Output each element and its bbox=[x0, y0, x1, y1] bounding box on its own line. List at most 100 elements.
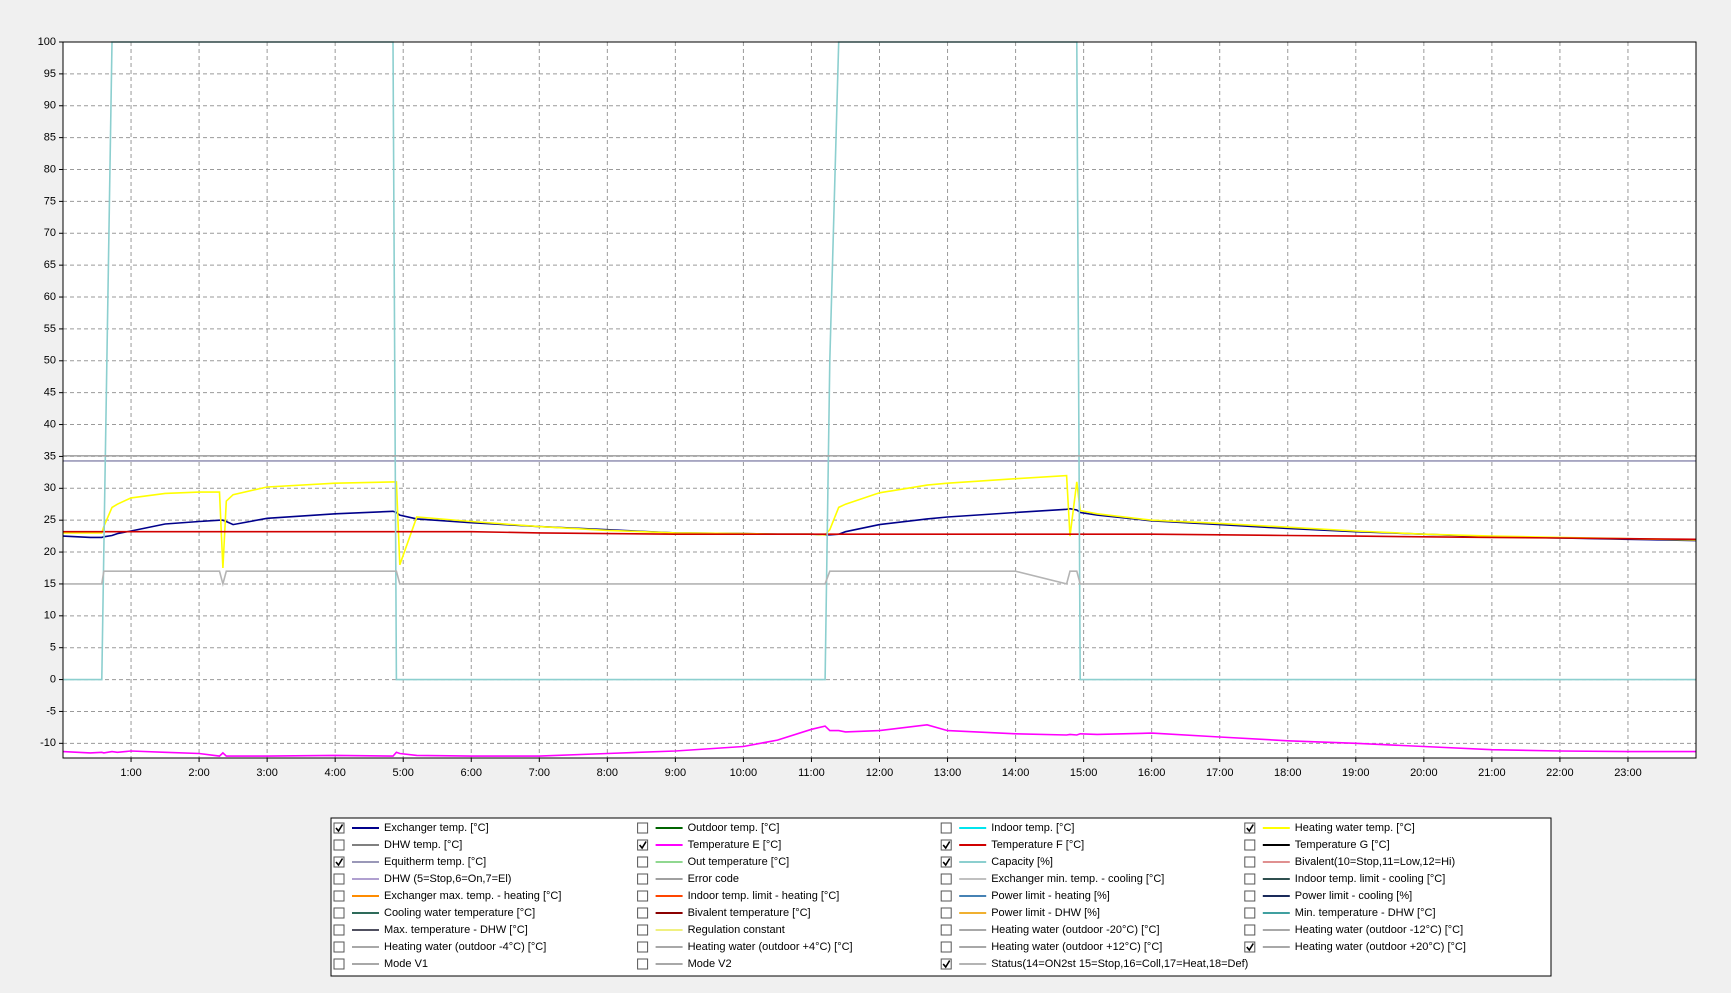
x-tick-label: 21:00 bbox=[1478, 767, 1506, 779]
x-tick-label: 6:00 bbox=[461, 767, 482, 779]
legend-item[interactable]: Heating water (outdoor -20°C) [°C] bbox=[940, 924, 1160, 936]
checkbox[interactable] bbox=[333, 839, 345, 851]
y-tick-label: 10 bbox=[44, 610, 56, 622]
checkbox[interactable] bbox=[637, 839, 649, 851]
legend-item[interactable]: Capacity [%] bbox=[940, 856, 1053, 868]
check-mark bbox=[335, 858, 344, 867]
legend-item[interactable]: Cooling water temperature [°C] bbox=[333, 907, 535, 919]
checkbox[interactable] bbox=[333, 873, 345, 885]
checkbox[interactable] bbox=[1244, 873, 1256, 885]
legend-item[interactable]: Heating water (outdoor +12°C) [°C] bbox=[940, 941, 1162, 953]
checkbox[interactable] bbox=[1244, 924, 1256, 936]
legend-item[interactable]: Regulation constant bbox=[637, 924, 785, 936]
legend-item[interactable]: Indoor temp. [°C] bbox=[940, 822, 1074, 834]
legend-item[interactable]: Temperature F [°C] bbox=[940, 839, 1084, 851]
x-tick-label: 1:00 bbox=[120, 767, 141, 779]
checkbox[interactable] bbox=[940, 907, 952, 919]
checkbox[interactable] bbox=[333, 924, 345, 936]
legend-item[interactable]: Heating water temp. [°C] bbox=[1244, 822, 1415, 834]
legend-item[interactable]: Outdoor temp. [°C] bbox=[637, 822, 780, 834]
legend-label: Temperature E [°C] bbox=[688, 839, 782, 851]
checkbox[interactable] bbox=[333, 958, 345, 970]
legend-item[interactable]: Heating water (outdoor -12°C) [°C] bbox=[1244, 924, 1463, 936]
legend-label: Error code bbox=[688, 873, 739, 885]
checkbox[interactable] bbox=[940, 822, 952, 834]
legend-item[interactable]: Min. temperature - DHW [°C] bbox=[1244, 907, 1436, 919]
y-tick-label: 90 bbox=[44, 100, 56, 112]
legend-label: Mode V2 bbox=[688, 958, 732, 970]
legend-item[interactable]: Exchanger temp. [°C] bbox=[333, 822, 489, 834]
checkbox[interactable] bbox=[333, 856, 345, 868]
y-tick-label: 30 bbox=[44, 482, 56, 494]
checkbox[interactable] bbox=[333, 822, 345, 834]
checkbox[interactable] bbox=[940, 890, 952, 902]
legend-item[interactable]: Exchanger min. temp. - cooling [°C] bbox=[940, 873, 1164, 885]
legend-item[interactable]: DHW (5=Stop,6=On,7=El) bbox=[333, 873, 511, 885]
checkbox[interactable] bbox=[637, 856, 649, 868]
checkbox[interactable] bbox=[940, 924, 952, 936]
y-tick-label: 60 bbox=[44, 291, 56, 303]
x-tick-label: 3:00 bbox=[256, 767, 277, 779]
legend-item[interactable]: Heating water (outdoor -4°C) [°C] bbox=[333, 941, 546, 953]
legend-item[interactable]: Heating water (outdoor +20°C) [°C] bbox=[1244, 941, 1466, 953]
legend-item[interactable]: Error code bbox=[637, 873, 739, 885]
legend-item[interactable]: Equitherm temp. [°C] bbox=[333, 856, 486, 868]
y-tick-label: 15 bbox=[44, 578, 56, 590]
x-tick-label: 22:00 bbox=[1546, 767, 1574, 779]
checkbox[interactable] bbox=[1244, 941, 1256, 953]
checkbox[interactable] bbox=[637, 924, 649, 936]
legend-item[interactable]: Temperature G [°C] bbox=[1244, 839, 1390, 851]
legend-item[interactable]: Heating water (outdoor +4°C) [°C] bbox=[637, 941, 853, 953]
checkbox[interactable] bbox=[333, 941, 345, 953]
legend-label: Indoor temp. limit - cooling [°C] bbox=[1295, 873, 1446, 885]
checkbox[interactable] bbox=[1244, 907, 1256, 919]
legend-label: Regulation constant bbox=[688, 924, 785, 936]
legend-item[interactable]: Indoor temp. limit - heating [°C] bbox=[637, 890, 840, 902]
legend-item[interactable]: Power limit - heating [%] bbox=[940, 890, 1110, 902]
checkbox[interactable] bbox=[940, 839, 952, 851]
checkbox[interactable] bbox=[637, 822, 649, 834]
legend-item[interactable]: Power limit - DHW [%] bbox=[940, 907, 1100, 919]
legend-item[interactable]: Power limit - cooling [%] bbox=[1244, 890, 1412, 902]
legend-item[interactable]: Out temperature [°C] bbox=[637, 856, 790, 868]
checkbox[interactable] bbox=[333, 890, 345, 902]
checkbox[interactable] bbox=[637, 907, 649, 919]
checkbox[interactable] bbox=[940, 941, 952, 953]
x-tick-label: 12:00 bbox=[866, 767, 894, 779]
legend-label: Power limit - heating [%] bbox=[991, 890, 1110, 902]
y-tick-label: 65 bbox=[44, 259, 56, 271]
checkbox[interactable] bbox=[1244, 890, 1256, 902]
legend-label: Heating water temp. [°C] bbox=[1295, 822, 1415, 834]
checkbox[interactable] bbox=[1244, 856, 1256, 868]
checkbox[interactable] bbox=[333, 907, 345, 919]
legend-item[interactable]: Mode V2 bbox=[637, 958, 732, 970]
legend-item[interactable]: DHW temp. [°C] bbox=[333, 839, 462, 851]
x-tick-label: 16:00 bbox=[1138, 767, 1166, 779]
legend-item[interactable]: Mode V1 bbox=[333, 958, 428, 970]
legend-item[interactable]: Indoor temp. limit - cooling [°C] bbox=[1244, 873, 1446, 885]
checkbox[interactable] bbox=[940, 873, 952, 885]
checkbox[interactable] bbox=[940, 856, 952, 868]
check-mark bbox=[1246, 824, 1254, 833]
legend-item[interactable]: Temperature E [°C] bbox=[637, 839, 782, 851]
legend-item[interactable]: Bivalent temperature [°C] bbox=[637, 907, 811, 919]
checkbox[interactable] bbox=[637, 941, 649, 953]
checkbox[interactable] bbox=[637, 890, 649, 902]
legend-label: Bivalent temperature [°C] bbox=[688, 907, 811, 919]
x-tick-label: 15:00 bbox=[1070, 767, 1098, 779]
checkbox[interactable] bbox=[637, 958, 649, 970]
checkbox[interactable] bbox=[1244, 822, 1256, 834]
checkbox[interactable] bbox=[1244, 839, 1256, 851]
series-line bbox=[62, 723, 1696, 757]
checkbox[interactable] bbox=[940, 958, 952, 970]
plot: -10 -5 0 5 10 15 20 25 30 35 40 45 50 55 60 65 70 75 80 85 9… bbox=[38, 36, 1697, 779]
legend-item[interactable]: Exchanger max. temp. - heating [°C] bbox=[333, 890, 561, 902]
x-tick-label: 19:00 bbox=[1342, 767, 1370, 779]
legend-item[interactable]: Max. temperature - DHW [°C] bbox=[333, 924, 528, 936]
checkbox[interactable] bbox=[637, 873, 649, 885]
legend-item[interactable]: Bivalent(10=Stop,11=Low,12=Hi) bbox=[1244, 856, 1455, 868]
y-tick-label: 70 bbox=[44, 227, 56, 239]
legend-item[interactable]: Status(14=ON2st 15=Stop,16=Coll,17=Heat,… bbox=[940, 958, 1248, 970]
